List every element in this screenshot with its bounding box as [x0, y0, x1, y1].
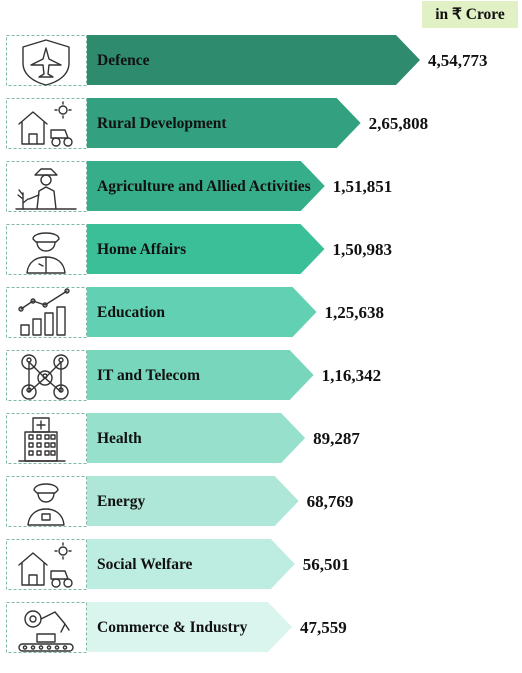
value-label: 89,287 — [313, 429, 360, 448]
farm-house-tractor-icon — [18, 101, 73, 147]
network-people-icon — [21, 354, 69, 400]
category-label: Energy — [97, 493, 145, 510]
category-label: Rural Development — [97, 115, 227, 132]
value-label: 68,769 — [307, 492, 354, 511]
bar — [87, 287, 317, 337]
value-label: 1,50,983 — [333, 240, 393, 259]
value-label: 1,51,851 — [333, 177, 393, 196]
category-row: Education 1,25,638 — [6, 287, 385, 338]
category-label: IT and Telecom — [97, 367, 200, 384]
unit-label: in ₹ Crore — [422, 1, 518, 28]
bar — [87, 413, 306, 463]
category-label: Home Affairs — [97, 241, 186, 258]
category-row: Agriculture and Allied Activities 1,51,85… — [6, 161, 393, 212]
farm-house-tractor-icon — [18, 542, 73, 588]
fighter-jet-shield-icon — [22, 39, 70, 86]
factory-robot-arm-icon — [18, 610, 74, 652]
value-label: 56,501 — [303, 555, 350, 574]
bar — [87, 476, 299, 526]
icon-frame — [6, 35, 87, 86]
category-label: Education — [97, 304, 165, 321]
category-row: IT and Telecom 1,16,342 — [6, 350, 382, 401]
icon-frame — [6, 287, 87, 338]
value-label: 4,54,773 — [428, 51, 488, 70]
category-label: Agriculture and Allied Activities — [97, 178, 311, 195]
category-label: Social Welfare — [97, 556, 193, 573]
bar — [87, 350, 314, 400]
bar — [87, 224, 325, 274]
bar — [87, 161, 325, 211]
category-row: Rural Development 2,65,808 — [6, 98, 429, 149]
category-label: Health — [97, 430, 142, 447]
value-label: 1,25,638 — [325, 303, 385, 322]
value-label: 2,65,808 — [369, 114, 429, 133]
category-row: Social Welfare 56,501 — [6, 539, 350, 590]
category-row: Commerce & Industry 47,559 — [6, 602, 347, 653]
bar — [87, 98, 361, 148]
category-row: Energy 68,769 — [6, 476, 354, 527]
hospital-building-icon — [18, 417, 66, 462]
bar-chart-growth-icon — [18, 288, 70, 336]
category-label: Commerce & Industry — [97, 619, 248, 636]
bar — [87, 539, 295, 589]
icon-frame — [6, 602, 87, 653]
category-row: Defence 4,54,773 — [6, 35, 488, 86]
farmer-plant-icon — [15, 168, 77, 210]
police-officer-icon — [26, 232, 66, 274]
category-row: Health 89,287 — [6, 413, 360, 464]
officer-icon — [27, 483, 65, 526]
value-label: 1,16,342 — [322, 366, 382, 385]
bar — [87, 35, 420, 85]
category-label: Defence — [97, 52, 150, 69]
value-label: 47,559 — [300, 618, 347, 637]
bar — [87, 602, 292, 652]
category-row: Home Affairs 1,50,983 — [6, 224, 393, 275]
